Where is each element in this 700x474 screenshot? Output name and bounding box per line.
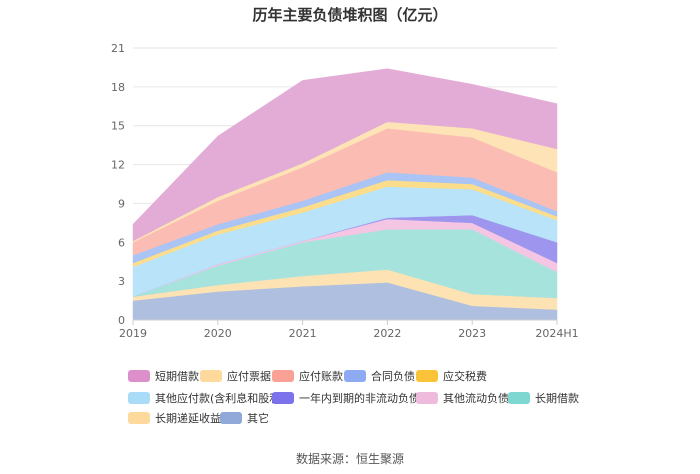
y-tick-label: 21 — [111, 42, 125, 55]
x-tick-label: 2019 — [119, 327, 147, 340]
area-series — [132, 68, 558, 321]
legend-swatch — [272, 370, 294, 382]
legend-label: 应付账款 — [299, 370, 343, 383]
legend-item-notes-payable[interactable]: 应付票据 — [200, 368, 271, 384]
legend-label: 合同负债 — [371, 370, 415, 383]
legend-item-long-term-loans[interactable]: 长期借款 — [508, 390, 579, 406]
legend-label: 其他流动负债 — [443, 392, 509, 405]
legend-label: 短期借款 — [155, 370, 199, 383]
legend-swatch — [508, 392, 530, 404]
legend-label: 应交税费 — [443, 370, 487, 383]
axes: 0 3 6 9 12 15 18 21 2019 2020 2021 2022 2023 2024H1 — [111, 42, 579, 340]
legend-swatch — [272, 392, 294, 404]
y-tick-label: 6 — [118, 236, 125, 249]
legend-swatch — [416, 370, 438, 382]
legend-item-other-payables[interactable]: 其他应付款(含利息和股利) — [128, 390, 285, 406]
legend-swatch — [128, 370, 150, 382]
x-tick-label: 2023 — [458, 327, 486, 340]
y-tick-label: 12 — [111, 159, 125, 172]
legend-label: 一年内到期的非流动负债 — [299, 392, 420, 405]
legend-label: 其它 — [247, 412, 269, 425]
legend-item-contract-liabilities[interactable]: 合同负债 — [344, 368, 415, 384]
legend-label: 其他应付款(含利息和股利) — [155, 392, 285, 405]
x-tick-label: 2024H1 — [535, 327, 578, 340]
data-source: 数据来源：恒生聚源 — [295, 452, 404, 466]
legend-swatch — [128, 392, 150, 404]
legend-swatch — [416, 392, 438, 404]
area-series-短期借款 — [132, 68, 558, 242]
legend-swatch — [344, 370, 366, 382]
legend-swatch — [220, 412, 242, 424]
y-tick-label: 9 — [118, 197, 125, 210]
legend-item-accounts-payable[interactable]: 应付账款 — [272, 368, 343, 384]
legend-item-others[interactable]: 其它 — [220, 410, 269, 426]
legend-swatch — [128, 412, 150, 424]
legend-item-short-term-loans[interactable]: 短期借款 — [128, 368, 199, 384]
legend-item-current-portion-noncurrent[interactable]: 一年内到期的非流动负债 — [272, 390, 420, 406]
legend-label: 应付票据 — [227, 370, 271, 383]
y-tick-label: 15 — [111, 120, 125, 133]
y-tick-label: 3 — [118, 275, 125, 288]
y-tick-label: 0 — [118, 314, 125, 327]
legend-swatch — [200, 370, 222, 382]
legend-item-taxes-payable[interactable]: 应交税费 — [416, 368, 487, 384]
x-tick-label: 2020 — [204, 327, 232, 340]
legend-label: 长期递延收益 — [155, 412, 221, 425]
legend-item-deferred-income[interactable]: 长期递延收益 — [128, 410, 221, 426]
y-tick-label: 18 — [111, 81, 125, 94]
legend-label: 长期借款 — [535, 392, 579, 405]
chart-title: 历年主要负债堆积图（亿元） — [252, 6, 448, 24]
legend-item-other-current-liabilities[interactable]: 其他流动负债 — [416, 390, 509, 406]
x-tick-label: 2021 — [289, 327, 317, 340]
x-tick-label: 2022 — [373, 327, 401, 340]
